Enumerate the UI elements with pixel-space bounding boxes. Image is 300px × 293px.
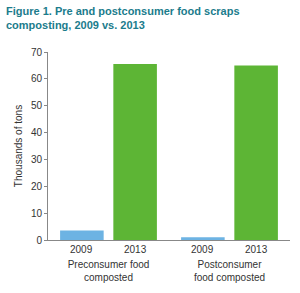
svg-text:Thousands of tons: Thousands of tons: [13, 105, 24, 187]
svg-text:0: 0: [36, 235, 42, 246]
svg-text:2009: 2009: [191, 244, 214, 255]
svg-text:2013: 2013: [124, 244, 147, 255]
svg-text:70: 70: [31, 47, 43, 58]
svg-text:10: 10: [31, 208, 43, 219]
svg-text:50: 50: [31, 100, 43, 111]
svg-text:30: 30: [31, 154, 43, 165]
svg-text:Postconsumerfood composted: Postconsumerfood composted: [194, 259, 265, 283]
svg-text:40: 40: [31, 127, 43, 138]
svg-text:2013: 2013: [245, 244, 268, 255]
svg-text:2009: 2009: [70, 244, 93, 255]
svg-text:Preconsumer foodcomposted: Preconsumer foodcomposted: [68, 259, 150, 283]
svg-text:20: 20: [31, 181, 43, 192]
svg-text:60: 60: [31, 73, 43, 84]
svg-text:Figure 1. Pre and postconsumer: Figure 1. Pre and postconsumer food scra…: [6, 5, 240, 31]
